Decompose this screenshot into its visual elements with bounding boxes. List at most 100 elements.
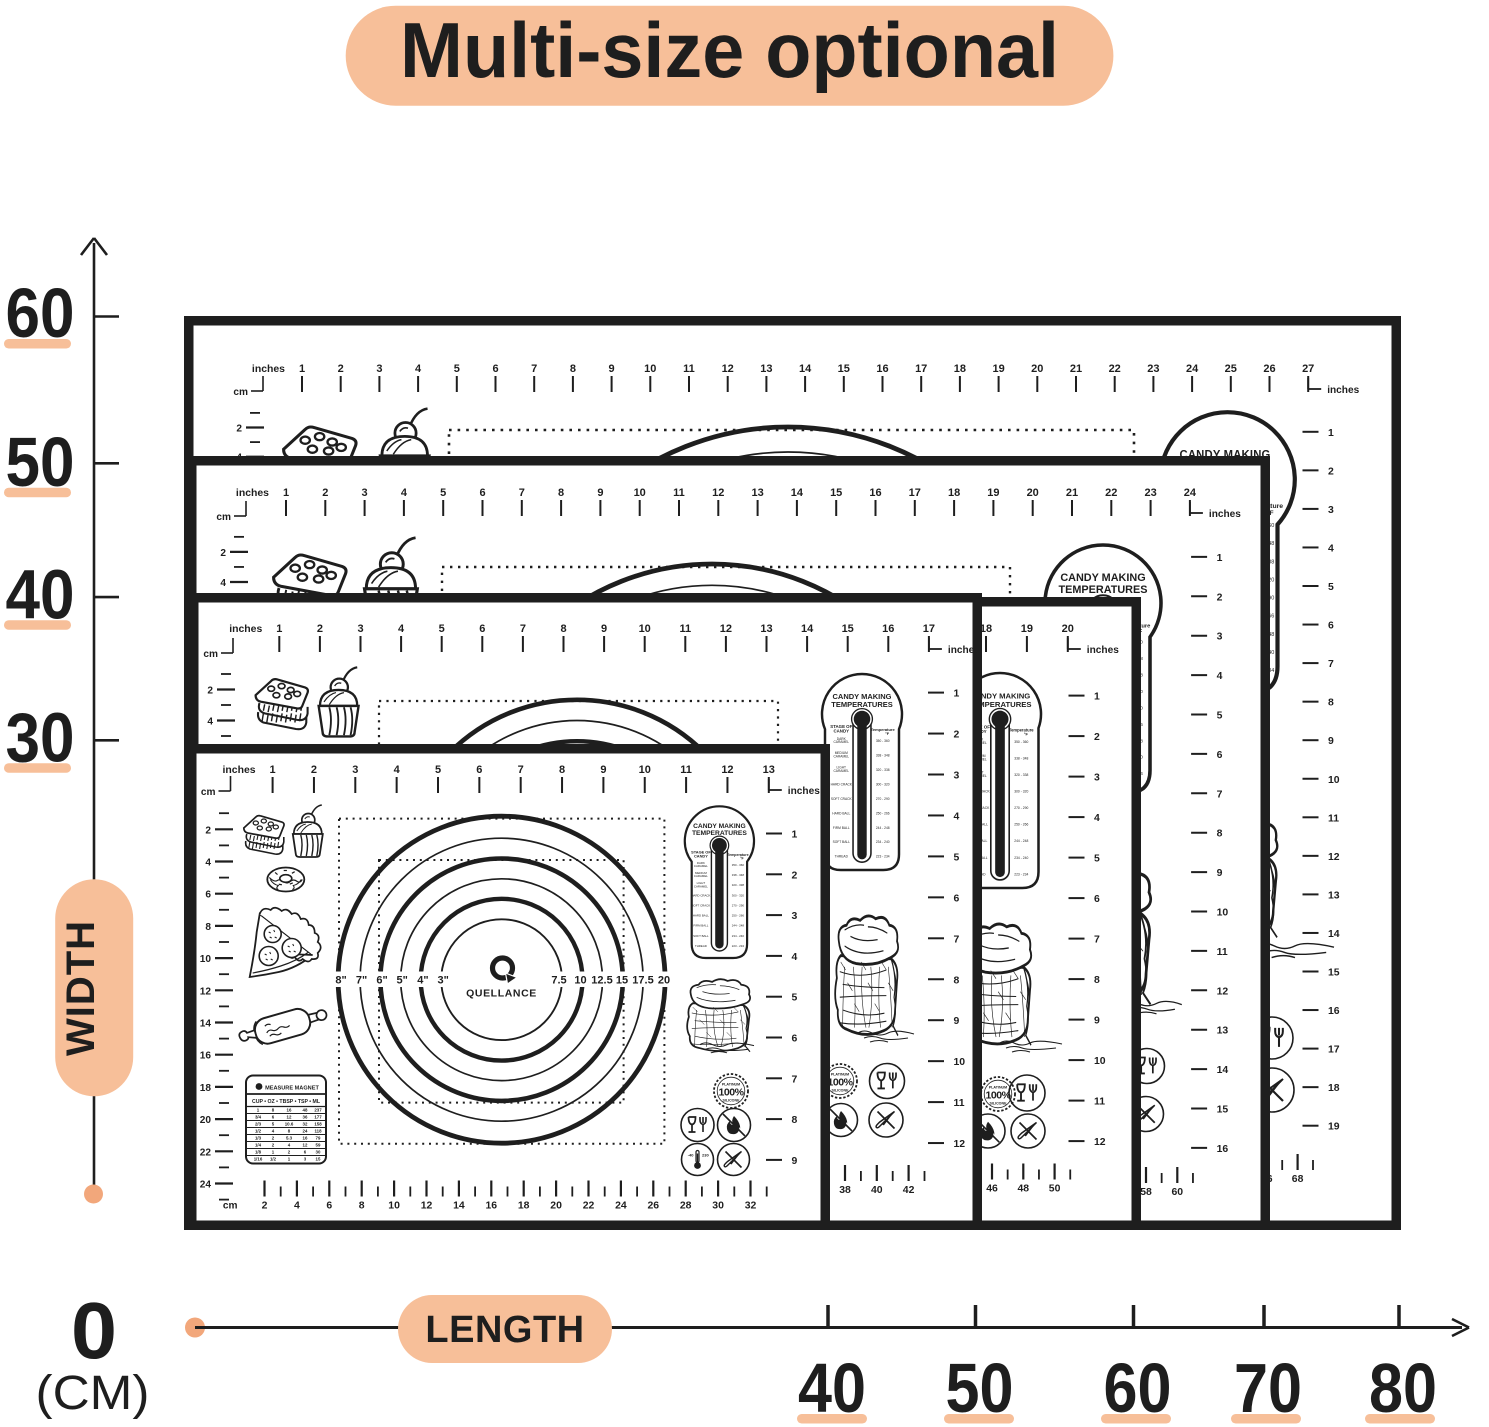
svg-text:177: 177: [314, 1115, 322, 1120]
svg-text:14: 14: [453, 1201, 465, 1212]
svg-text:SOFT CRACK: SOFT CRACK: [692, 903, 711, 907]
svg-text:TEMPERATURES: TEMPERATURES: [831, 700, 893, 709]
svg-text:338 - 348: 338 - 348: [732, 873, 745, 877]
svg-text:inches: inches: [229, 624, 262, 635]
svg-text:300 - 320: 300 - 320: [1014, 789, 1028, 793]
svg-text:20: 20: [550, 1201, 562, 1212]
svg-text:250 - 266: 250 - 266: [732, 914, 745, 918]
svg-text:cm: cm: [233, 387, 248, 398]
svg-text:244 - 248: 244 - 248: [876, 826, 890, 830]
svg-text:MEDIUM: MEDIUM: [695, 871, 707, 875]
svg-text:3: 3: [352, 764, 358, 776]
svg-text:13: 13: [751, 487, 763, 499]
svg-text:10: 10: [388, 1201, 400, 1212]
svg-text:STAGE OF: STAGE OF: [691, 849, 711, 854]
svg-text:16: 16: [485, 1201, 497, 1212]
svg-text:4: 4: [272, 1129, 275, 1134]
svg-text:15: 15: [830, 487, 842, 499]
svg-text:12: 12: [287, 1115, 292, 1120]
svg-text:19: 19: [992, 363, 1004, 375]
svg-text:24: 24: [303, 1129, 308, 1134]
svg-text:16: 16: [200, 1051, 212, 1062]
svg-text:2: 2: [1094, 732, 1100, 743]
svg-text:4": 4": [417, 975, 428, 987]
svg-text:°F: °F: [1267, 509, 1274, 517]
svg-text:8: 8: [559, 764, 565, 776]
svg-text:19: 19: [1328, 1122, 1340, 1133]
svg-text:14: 14: [1328, 929, 1340, 940]
svg-text:12: 12: [1094, 1137, 1106, 1148]
svg-text:18: 18: [948, 487, 960, 499]
svg-text:4: 4: [1328, 543, 1334, 554]
svg-text:5: 5: [1217, 711, 1223, 722]
svg-text:Temperature: Temperature: [727, 853, 749, 857]
svg-text:18: 18: [518, 1201, 530, 1212]
svg-text:STAGE OF: STAGE OF: [830, 724, 852, 729]
svg-text:1: 1: [272, 1150, 275, 1155]
svg-text:SOFT BALL: SOFT BALL: [833, 840, 851, 844]
svg-text:20: 20: [1062, 623, 1074, 635]
svg-text:1: 1: [1328, 428, 1334, 439]
svg-text:13: 13: [760, 623, 772, 635]
svg-text:6: 6: [272, 1115, 275, 1120]
svg-text:250 - 266: 250 - 266: [876, 811, 890, 815]
svg-text:10: 10: [644, 363, 656, 375]
svg-text:FIRM BALL: FIRM BALL: [693, 924, 708, 928]
svg-text:17: 17: [909, 487, 921, 499]
svg-text:16: 16: [869, 487, 881, 499]
svg-text:24: 24: [200, 1180, 212, 1191]
svg-text:2: 2: [220, 548, 226, 559]
svg-text:SILICONE: SILICONE: [723, 1099, 741, 1103]
svg-text:234 - 240: 234 - 240: [876, 840, 890, 844]
svg-text:5: 5: [454, 363, 460, 375]
svg-text:1: 1: [792, 830, 798, 841]
svg-text:58: 58: [1140, 1187, 1152, 1198]
svg-text:HARD BALL: HARD BALL: [693, 914, 709, 918]
svg-text:CARAMEL: CARAMEL: [694, 884, 708, 888]
svg-text:4: 4: [220, 578, 226, 589]
svg-text:12: 12: [1328, 852, 1340, 863]
svg-text:5: 5: [272, 1122, 275, 1127]
svg-text:320 - 338: 320 - 338: [1014, 773, 1028, 777]
svg-text:17: 17: [923, 623, 935, 635]
svg-text:1/16: 1/16: [254, 1157, 263, 1162]
svg-text:30: 30: [316, 1150, 321, 1155]
svg-text:300 - 320: 300 - 320: [732, 893, 745, 897]
svg-text:9: 9: [600, 764, 606, 776]
svg-text:20: 20: [1031, 363, 1043, 375]
svg-text:THREAD: THREAD: [695, 944, 707, 948]
svg-text:13: 13: [1328, 890, 1340, 901]
svg-text:(CM): (CM): [36, 1367, 150, 1420]
svg-text:4: 4: [294, 1201, 300, 1212]
svg-text:1/8: 1/8: [255, 1150, 262, 1155]
svg-text:24: 24: [615, 1201, 627, 1212]
svg-text:11: 11: [1328, 813, 1339, 824]
svg-text:4: 4: [415, 363, 422, 375]
svg-text:7: 7: [954, 934, 960, 945]
svg-text:3: 3: [1217, 632, 1223, 643]
svg-text:1: 1: [299, 363, 305, 375]
svg-text:2: 2: [288, 1150, 291, 1155]
svg-text:1: 1: [270, 764, 276, 776]
svg-text:LIGHT: LIGHT: [697, 881, 706, 885]
svg-text:CANDY MAKING: CANDY MAKING: [693, 823, 746, 830]
svg-text:30: 30: [712, 1201, 724, 1212]
svg-text:16: 16: [303, 1136, 308, 1141]
svg-text:5: 5: [954, 852, 960, 863]
svg-text:22: 22: [583, 1201, 595, 1212]
svg-text:320 - 338: 320 - 338: [876, 768, 890, 772]
svg-text:22: 22: [200, 1147, 212, 1158]
svg-text:7.5: 7.5: [551, 975, 566, 987]
svg-text:2: 2: [236, 424, 242, 435]
svg-text:CARAMEL: CARAMEL: [833, 740, 849, 744]
svg-text:244 - 248: 244 - 248: [1014, 839, 1028, 843]
svg-text:10: 10: [574, 975, 586, 987]
svg-text:9: 9: [954, 1016, 960, 1027]
svg-text:17: 17: [915, 363, 927, 375]
svg-text:18: 18: [1328, 1083, 1340, 1094]
svg-text:cm: cm: [201, 787, 216, 798]
svg-text:12: 12: [721, 764, 733, 776]
svg-text:16: 16: [287, 1108, 292, 1113]
svg-text:15: 15: [1217, 1105, 1229, 1116]
svg-text:40: 40: [871, 1185, 883, 1196]
